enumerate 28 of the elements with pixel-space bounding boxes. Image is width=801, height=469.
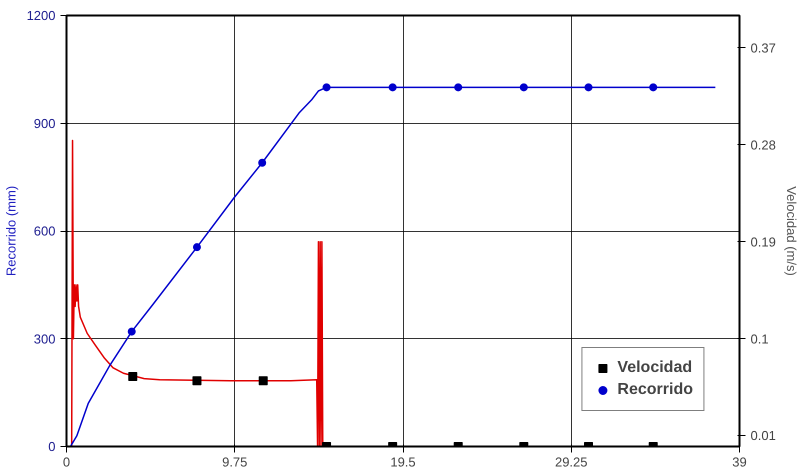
point [192, 243, 201, 252]
point [520, 83, 528, 92]
y2-axis-title: Velocidad (m/s) [784, 186, 799, 276]
x-tick-label: 39 [732, 454, 747, 469]
point [388, 83, 397, 92]
y-axis-title: Recorrido (mm) [4, 186, 19, 276]
x-tick-label: 0 [62, 454, 70, 469]
y2-tick-label: 0.1 [750, 331, 769, 346]
y2-tick-label: 0.37 [750, 40, 776, 56]
y-tick-label: 300 [34, 331, 56, 346]
legend-label: Velocidad [617, 359, 692, 377]
legend-label: Recorrido [617, 381, 693, 399]
x-tick-label: 29.25 [554, 454, 588, 469]
x-tick-label: 19.5 [390, 454, 416, 469]
point [454, 83, 462, 92]
point [128, 328, 136, 336]
y-tick-label: 600 [34, 224, 56, 238]
y-tick-label: 900 [34, 116, 56, 131]
y2-tick-label: 0.19 [750, 234, 776, 250]
x-tick-label: 9.75 [222, 454, 248, 469]
point [584, 83, 593, 92]
y-tick-label: 1200 [26, 8, 56, 23]
point [649, 83, 658, 92]
y-tick-label: 0 [48, 439, 56, 454]
point [322, 83, 331, 92]
point [258, 158, 266, 167]
y2-tick-label: 0.28 [750, 137, 776, 152]
y2-tick-label: 0.01 [750, 428, 776, 444]
